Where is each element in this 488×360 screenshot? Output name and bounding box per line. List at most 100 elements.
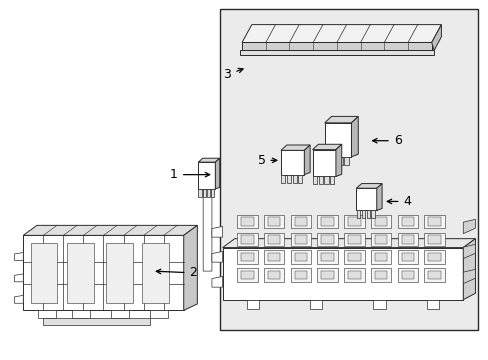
Bar: [290, 215, 310, 228]
Bar: [241, 271, 253, 279]
Bar: [246, 300, 259, 309]
Bar: [427, 253, 440, 261]
Polygon shape: [211, 276, 222, 287]
Bar: [361, 210, 365, 218]
Bar: [374, 271, 386, 279]
Bar: [321, 271, 333, 279]
Bar: [237, 233, 257, 246]
Polygon shape: [15, 274, 23, 282]
Bar: [72, 310, 90, 318]
Polygon shape: [312, 150, 335, 176]
Bar: [312, 176, 316, 184]
Bar: [374, 253, 386, 261]
Bar: [290, 233, 310, 246]
Polygon shape: [356, 188, 376, 210]
Bar: [374, 217, 386, 226]
Bar: [370, 210, 374, 218]
Bar: [290, 268, 310, 282]
Polygon shape: [23, 225, 197, 235]
Bar: [426, 300, 438, 309]
Text: 5: 5: [257, 154, 276, 167]
Bar: [267, 271, 280, 279]
Bar: [294, 217, 306, 226]
Bar: [264, 268, 284, 282]
Bar: [206, 189, 210, 197]
Bar: [203, 189, 205, 197]
Polygon shape: [462, 244, 474, 258]
Bar: [241, 253, 253, 261]
Bar: [347, 271, 360, 279]
Bar: [370, 268, 390, 282]
Bar: [281, 175, 285, 183]
Bar: [374, 235, 386, 244]
Polygon shape: [198, 158, 219, 162]
Bar: [241, 235, 253, 244]
Bar: [397, 250, 417, 264]
Bar: [397, 268, 417, 282]
Bar: [344, 233, 364, 246]
Bar: [111, 310, 129, 318]
Bar: [424, 233, 444, 246]
Polygon shape: [324, 123, 351, 157]
Bar: [241, 217, 253, 226]
Bar: [424, 268, 444, 282]
Bar: [294, 253, 306, 261]
Polygon shape: [15, 252, 23, 260]
Bar: [30, 243, 57, 303]
Bar: [344, 157, 348, 165]
Bar: [142, 243, 169, 303]
Polygon shape: [242, 42, 431, 50]
Bar: [331, 157, 336, 165]
Polygon shape: [281, 150, 304, 175]
Bar: [294, 271, 306, 279]
Bar: [397, 215, 417, 228]
Polygon shape: [222, 248, 462, 300]
Bar: [38, 310, 56, 318]
Bar: [237, 268, 257, 282]
Bar: [317, 233, 337, 246]
Polygon shape: [198, 162, 215, 189]
Text: 2: 2: [156, 266, 197, 279]
Bar: [347, 217, 360, 226]
Polygon shape: [462, 269, 474, 284]
Bar: [401, 217, 413, 226]
Bar: [149, 310, 168, 318]
Text: 6: 6: [372, 134, 401, 147]
Bar: [338, 157, 343, 165]
Bar: [329, 176, 333, 184]
Bar: [370, 215, 390, 228]
Polygon shape: [203, 164, 211, 271]
Polygon shape: [462, 219, 474, 234]
Polygon shape: [281, 145, 309, 150]
Bar: [309, 300, 322, 309]
Bar: [267, 253, 280, 261]
Bar: [267, 217, 280, 226]
Bar: [344, 215, 364, 228]
Bar: [325, 157, 329, 165]
Bar: [424, 215, 444, 228]
Polygon shape: [351, 116, 358, 157]
Polygon shape: [15, 296, 23, 303]
Bar: [210, 189, 213, 197]
Bar: [237, 215, 257, 228]
Bar: [347, 253, 360, 261]
Bar: [321, 235, 333, 244]
Bar: [344, 250, 364, 264]
Bar: [294, 235, 306, 244]
Bar: [427, 271, 440, 279]
Text: 1: 1: [170, 168, 209, 181]
Polygon shape: [242, 24, 441, 42]
Polygon shape: [356, 184, 381, 188]
Bar: [424, 250, 444, 264]
Polygon shape: [324, 116, 358, 123]
Bar: [67, 243, 94, 303]
Polygon shape: [42, 318, 149, 325]
Bar: [317, 215, 337, 228]
Polygon shape: [222, 239, 474, 248]
Bar: [397, 233, 417, 246]
Text: 3: 3: [223, 68, 243, 81]
Polygon shape: [215, 158, 219, 189]
Bar: [317, 250, 337, 264]
Bar: [347, 235, 360, 244]
Bar: [286, 175, 291, 183]
